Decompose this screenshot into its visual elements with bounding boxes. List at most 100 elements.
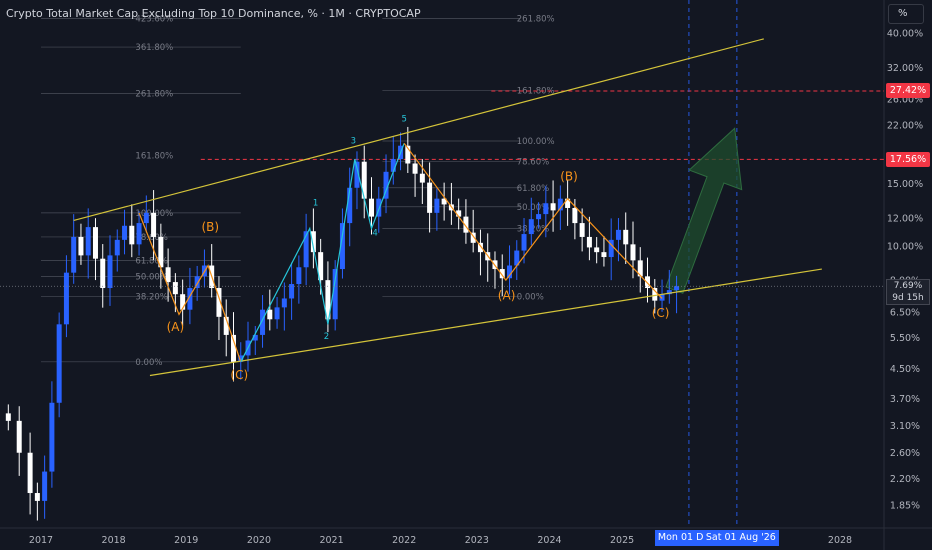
fib-level-label: 261.80%: [517, 14, 555, 24]
candle-body: [412, 163, 418, 174]
candle-body: [390, 159, 396, 172]
target-price-tag-upper: 27.42%: [886, 83, 930, 99]
candle-body: [463, 216, 469, 233]
x-tick-label: 2028: [828, 535, 852, 546]
candle-body: [521, 234, 527, 251]
candle-body: [216, 288, 222, 317]
candle-body: [441, 198, 447, 205]
current-price-tag: 7.69% 9d 15h: [886, 279, 930, 305]
candle-body: [187, 288, 193, 310]
candle-body: [608, 239, 614, 258]
candle-body: [303, 231, 309, 268]
candle-body: [383, 171, 389, 199]
y-tick-label: 12.00%: [887, 213, 923, 224]
candle-body: [42, 471, 48, 501]
candle-body: [347, 187, 353, 224]
candle-body: [180, 294, 186, 310]
candle-body: [557, 198, 563, 211]
crosshair-date-tag-1: Mon 01 Dec: [654, 530, 718, 546]
candle-body: [645, 276, 651, 289]
y-tick-label: 32.00%: [887, 63, 923, 74]
elliott-wave-label: 2: [324, 332, 329, 342]
fib-level-label: 100.00%: [517, 137, 555, 147]
fib-level-label: 61.80%: [517, 184, 549, 194]
candle-body: [318, 252, 324, 281]
candle-body: [630, 244, 636, 261]
fib-level-label: 78.60%: [135, 233, 167, 243]
candle-body: [565, 198, 571, 208]
candle-body: [16, 420, 22, 453]
candle-body: [143, 212, 149, 224]
candle-body: [470, 232, 476, 243]
channel-lower-line: [149, 268, 822, 377]
fib-level-label: 423.60%: [135, 14, 173, 24]
fib-level-label: 0.00%: [135, 358, 162, 368]
candle-body: [427, 182, 433, 213]
candle-body: [550, 203, 556, 211]
elliott-wave-path: [240, 143, 405, 363]
candle-body: [536, 214, 542, 220]
fib-level-label: 361.80%: [135, 43, 173, 53]
candle-body: [666, 290, 672, 295]
candle-body: [5, 413, 11, 421]
channel-upper-line: [73, 38, 764, 222]
x-tick-label: 2017: [29, 535, 53, 546]
y-tick-label: 2.60%: [890, 448, 920, 459]
y-tick-label: 10.00%: [887, 241, 923, 252]
candle-body: [434, 198, 440, 213]
candle-body: [579, 223, 585, 237]
y-tick-label: 3.10%: [890, 421, 920, 432]
candle-body: [223, 316, 229, 335]
candle-body: [230, 334, 236, 362]
elliott-wave-label: (A): [498, 289, 516, 303]
candle-body: [267, 309, 273, 320]
fib-level-label: 50.00%: [517, 203, 549, 213]
unit-badge[interactable]: %: [888, 4, 924, 24]
fib-level-label: 161.80%: [517, 87, 555, 97]
candle-body: [122, 225, 128, 240]
projection-arrow: [665, 127, 743, 294]
candle-body: [34, 493, 40, 501]
candle-body: [194, 276, 200, 289]
candle-body: [325, 280, 331, 320]
x-tick-label: 2023: [465, 535, 489, 546]
bar-countdown: 9d 15h: [892, 293, 924, 303]
candle-body: [252, 334, 258, 341]
candle-body: [586, 236, 592, 248]
candle-body: [615, 229, 621, 240]
candle-body: [659, 294, 665, 301]
elliott-wave-label: 4: [372, 228, 377, 238]
candle-body: [477, 242, 483, 253]
candle-body: [507, 265, 513, 279]
candle-body: [368, 198, 374, 217]
candle-body: [158, 236, 164, 268]
elliott-wave-label: 1: [313, 199, 318, 209]
x-tick-label: 2022: [392, 535, 416, 546]
y-tick-label: 1.85%: [890, 501, 920, 512]
candle-body: [674, 286, 680, 291]
candle-body: [637, 260, 643, 277]
elliott-wave-label: 3: [351, 136, 356, 146]
fib-level-label: 0.00%: [517, 292, 544, 302]
x-tick-label: 2019: [174, 535, 198, 546]
candle-body: [151, 212, 157, 237]
candle-body: [172, 282, 178, 295]
candle-body: [543, 203, 549, 215]
fib-level-label: 261.80%: [135, 89, 173, 99]
x-tick-label: 2024: [537, 535, 561, 546]
elliott-wave-label: 5: [401, 114, 406, 124]
elliott-wave-path: [138, 212, 242, 363]
elliott-wave-label: (A): [167, 320, 185, 334]
target-price-tag-lower: 17.56%: [886, 151, 930, 167]
y-tick-label: 3.70%: [890, 394, 920, 405]
fib-level-label: 61.80%: [135, 256, 167, 266]
elliott-wave-label: (C): [230, 368, 248, 382]
fib-level-label: 161.80%: [135, 152, 173, 162]
y-tick-label: 15.00%: [887, 179, 923, 190]
candle-body: [354, 161, 360, 188]
candle-body: [310, 231, 316, 253]
candle-body: [601, 252, 607, 258]
candle-body: [107, 255, 113, 289]
